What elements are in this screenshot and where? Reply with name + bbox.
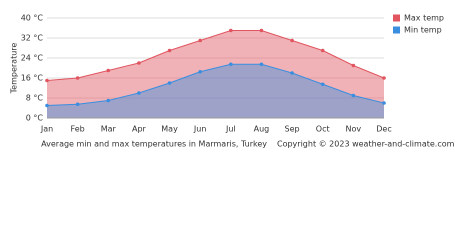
data-point	[382, 76, 386, 80]
y-tick-label: 8 °C	[26, 94, 44, 103]
x-tick-label: Jan	[40, 125, 53, 134]
data-point	[75, 102, 80, 107]
x-tick-label: Apr	[132, 125, 147, 134]
data-point	[137, 91, 141, 95]
data-point	[198, 69, 202, 74]
legend-swatch	[393, 26, 400, 34]
caption: Average min and max temperatures in Marm…	[41, 140, 267, 149]
data-point	[259, 62, 264, 67]
legend-swatch	[393, 14, 400, 22]
data-point	[75, 76, 80, 80]
data-point	[320, 82, 325, 87]
x-tick-label: Jul	[225, 125, 236, 134]
area-fill	[47, 64, 384, 118]
y-tick-label: 24 °C	[21, 54, 44, 63]
legend-label: Max temp	[404, 14, 444, 23]
x-tick-label: Mar	[101, 125, 117, 134]
x-tick-label: Sep	[285, 125, 300, 134]
x-tick-label: Aug	[254, 125, 270, 134]
legend-label: Min temp	[404, 26, 442, 35]
series-line	[46, 30, 385, 81]
data-point	[229, 62, 233, 67]
y-tick-label: 32 °C	[21, 34, 44, 43]
data-point	[382, 101, 386, 105]
data-point	[290, 38, 294, 43]
data-point	[45, 78, 49, 83]
series-line	[46, 63, 385, 106]
data-point	[45, 103, 49, 108]
y-axis-title: Temperature	[10, 43, 19, 95]
data-point	[167, 81, 172, 85]
data-point	[290, 71, 294, 75]
x-tick-label: Oct	[316, 125, 330, 134]
data-point	[106, 68, 111, 73]
x-tick-label: May	[161, 125, 178, 134]
chart: Temperature Average min and max temperat…	[10, 14, 455, 149]
data-point	[167, 48, 172, 53]
data-point	[106, 98, 111, 103]
data-point	[137, 61, 141, 65]
copyright: Copyright © 2023 weather-and-climate.com	[277, 140, 455, 149]
data-point	[259, 28, 264, 33]
data-point	[320, 48, 325, 53]
x-tick-label: Dec	[376, 125, 391, 134]
x-tick-label: Jun	[193, 125, 207, 134]
y-tick-label: 16 °C	[21, 74, 44, 83]
data-point	[229, 28, 233, 33]
y-tick-label: 40 °C	[21, 14, 44, 23]
data-point	[351, 63, 356, 68]
data-point	[198, 38, 202, 43]
area-fill	[47, 30, 384, 118]
x-tick-label: Feb	[71, 125, 85, 134]
x-tick-label: Nov	[346, 125, 362, 134]
y-tick-label: 0 °C	[26, 114, 44, 123]
data-point	[351, 93, 356, 98]
